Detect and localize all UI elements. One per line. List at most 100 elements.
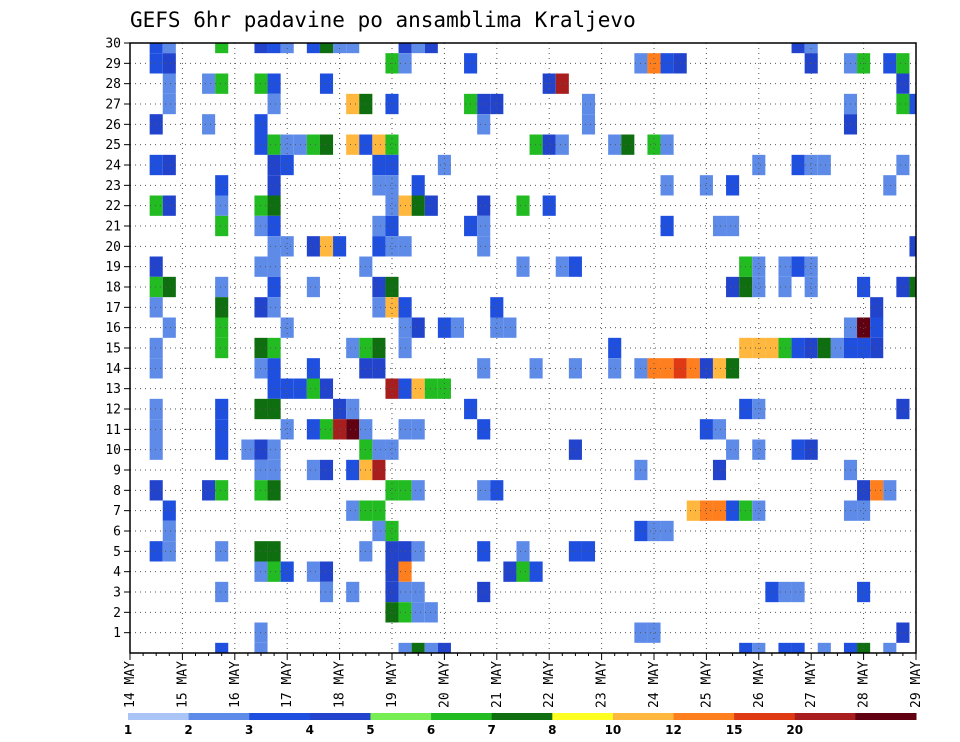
- heatmap-cell: [202, 114, 216, 135]
- y-tick-label: 28: [105, 77, 121, 92]
- heatmap-cell: [909, 236, 916, 257]
- heatmap-cell: [804, 276, 818, 298]
- heatmap-cell: [477, 195, 491, 216]
- heatmap-cell: [385, 297, 399, 318]
- y-tick-label: 6: [113, 525, 121, 540]
- heatmap-cell: [241, 439, 255, 460]
- heatmap-cell: [280, 317, 294, 338]
- heatmap-cell: [306, 378, 320, 399]
- heatmap-cell: [267, 439, 281, 460]
- heatmap-cell: [280, 154, 294, 176]
- heatmap-cell: [306, 358, 320, 379]
- heatmap-cell: [477, 419, 491, 440]
- heatmap-cell: [398, 43, 412, 54]
- heatmap-cell: [306, 236, 320, 257]
- y-tick-label: 24: [105, 159, 121, 174]
- heatmap-cell: [883, 642, 897, 653]
- heatmap-cell: [215, 215, 229, 237]
- heatmap-cell: [857, 581, 871, 603]
- heatmap-cell: [608, 134, 622, 155]
- heatmap-cell: [254, 642, 268, 653]
- heatmap-cell: [267, 459, 281, 481]
- x-tick-label: 25 MAY: [699, 661, 714, 708]
- heatmap-cell: [542, 195, 556, 216]
- heatmap-cell: [608, 337, 622, 359]
- heatmap-cell: [516, 561, 530, 582]
- heatmap-cell: [319, 419, 334, 440]
- heatmap-cell: [726, 439, 740, 460]
- heatmap-cell: [280, 134, 294, 155]
- y-tick-label: 23: [105, 179, 121, 194]
- heatmap-cell: [267, 134, 281, 155]
- y-tick-label: 2: [113, 606, 121, 621]
- heatmap-cell: [267, 256, 281, 277]
- heatmap-cell: [372, 175, 386, 196]
- dotted-grid: [130, 43, 916, 653]
- heatmap-cell: [162, 541, 176, 562]
- heatmap-cell: [660, 520, 674, 542]
- heatmap-cell: [896, 53, 910, 74]
- heatmap-cell: [660, 358, 674, 379]
- colorbar-swatch: [431, 713, 493, 720]
- heatmap-cell: [306, 134, 320, 155]
- heatmap-cell: [280, 236, 294, 257]
- heatmap-cell: [477, 93, 491, 115]
- heatmap-cell: [503, 561, 517, 582]
- colorbar-swatch: [249, 713, 311, 720]
- heatmap-cell: [306, 459, 320, 481]
- heatmap-cell: [385, 215, 399, 237]
- y-tick-label: 17: [105, 301, 121, 316]
- heatmap-cell: [372, 439, 386, 460]
- x-tick-label: 23 MAY: [595, 661, 610, 708]
- heatmap-cell: [804, 256, 818, 277]
- colorbar-label: 7: [488, 723, 496, 737]
- heatmap-cell: [215, 398, 229, 420]
- y-tick-label: 19: [105, 260, 121, 275]
- colorbar-swatch: [794, 713, 856, 720]
- heatmap-cell: [411, 419, 425, 440]
- heatmap-cell: [215, 175, 229, 196]
- x-tick-label: 21 MAY: [490, 661, 505, 708]
- heatmap-cell: [424, 195, 438, 216]
- heatmap-cell: [581, 114, 596, 135]
- heatmap-cell: [280, 419, 294, 440]
- heatmap-cell: [503, 317, 517, 338]
- heatmap-cell: [752, 276, 766, 298]
- heatmap-cells: [149, 43, 916, 653]
- x-tick-label: 26 MAY: [752, 661, 767, 708]
- heatmap-cell: [529, 561, 543, 582]
- heatmap-cell: [857, 642, 871, 653]
- heatmap-cell: [817, 154, 831, 176]
- colorbar-label: 20: [786, 723, 803, 737]
- y-tick-label: 16: [105, 321, 121, 336]
- colorbar-swatch: [128, 713, 190, 720]
- heatmap-cell: [516, 256, 530, 277]
- colorbar-label: 3: [245, 723, 253, 737]
- colorbar-swatch: [855, 713, 917, 720]
- heatmap-cell: [424, 642, 438, 653]
- heatmap-cell: [660, 175, 674, 196]
- heatmap-cell: [346, 398, 360, 420]
- heatmap-cell: [542, 134, 556, 155]
- heatmap-cell: [896, 154, 910, 176]
- y-tick-label: 10: [105, 443, 121, 458]
- heatmap-cell: [608, 358, 622, 379]
- heatmap-cell: [896, 622, 910, 643]
- colorbar-swatch: [491, 713, 553, 720]
- heatmap-cell: [306, 561, 320, 582]
- heatmap-cell: [490, 297, 504, 318]
- y-tick-label: 30: [105, 37, 121, 52]
- heatmap-cell: [267, 541, 281, 562]
- heatmap-cell: [267, 358, 281, 379]
- heatmap-cell: [162, 43, 176, 54]
- heatmap-cell: [883, 175, 897, 196]
- x-tick-label: 22 MAY: [542, 661, 557, 708]
- heatmap-cell: [346, 93, 360, 115]
- heatmap-cell: [909, 276, 916, 298]
- y-tick-label: 11: [105, 423, 121, 438]
- heatmap-cell: [490, 317, 504, 338]
- heatmap-cell: [843, 642, 858, 653]
- colorbar-swatch: [734, 713, 796, 720]
- heatmap-cell: [149, 337, 163, 359]
- heatmap-cell: [699, 419, 713, 440]
